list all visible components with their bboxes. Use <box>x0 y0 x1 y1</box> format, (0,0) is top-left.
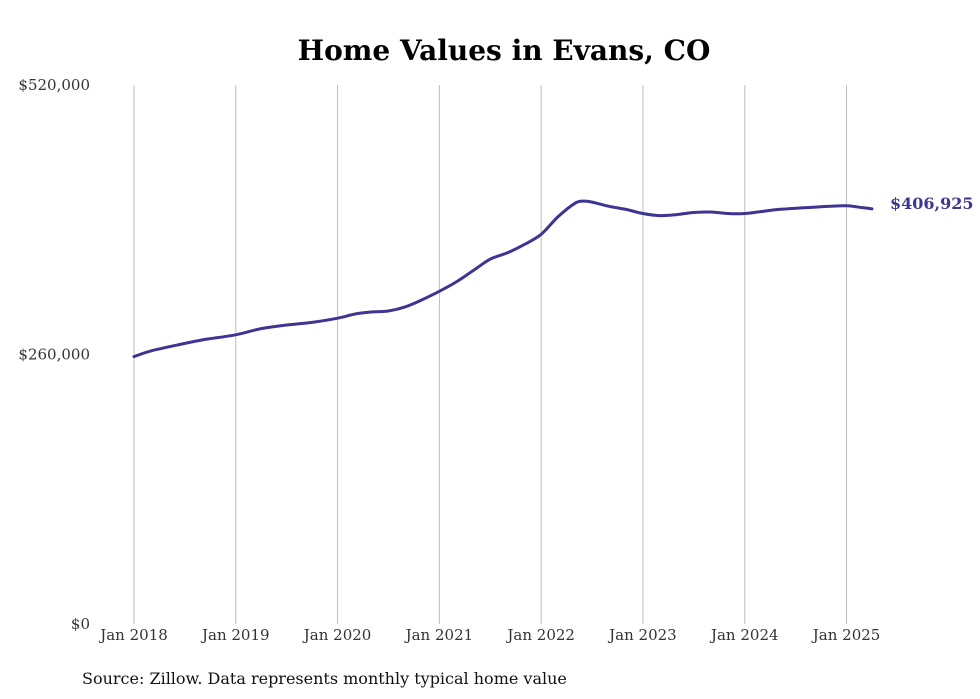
x-tick-label: Jan 2020 <box>302 626 372 644</box>
x-tick-label: Jan 2022 <box>505 626 575 644</box>
source-note: Source: Zillow. Data represents monthly … <box>82 669 567 688</box>
y-tick-label: $520,000 <box>18 76 90 94</box>
latest-value-label: $406,925 <box>890 194 974 213</box>
y-tick-label: $0 <box>71 615 90 633</box>
x-tick-label: Jan 2025 <box>811 626 881 644</box>
x-axis-tick-labels: Jan 2018 Jan 2019 Jan 2020 Jan 2021 Jan 2022… <box>98 626 880 644</box>
chart-title: Home Values in Evans, CO <box>298 34 711 67</box>
x-tick-label: Jan 2024 <box>709 626 779 644</box>
x-tick-label: Jan 2023 <box>607 626 677 644</box>
home-value-series-line <box>132 199 874 359</box>
y-tick-label: $260,000 <box>18 346 90 364</box>
x-tick-label: Jan 2018 <box>98 626 168 644</box>
gridlines <box>133 85 848 624</box>
x-tick-label: Jan 2019 <box>200 626 270 644</box>
x-tick-label: Jan 2021 <box>404 626 474 644</box>
y-axis-tick-labels: $520,000 $260,000 $0 <box>18 76 90 633</box>
